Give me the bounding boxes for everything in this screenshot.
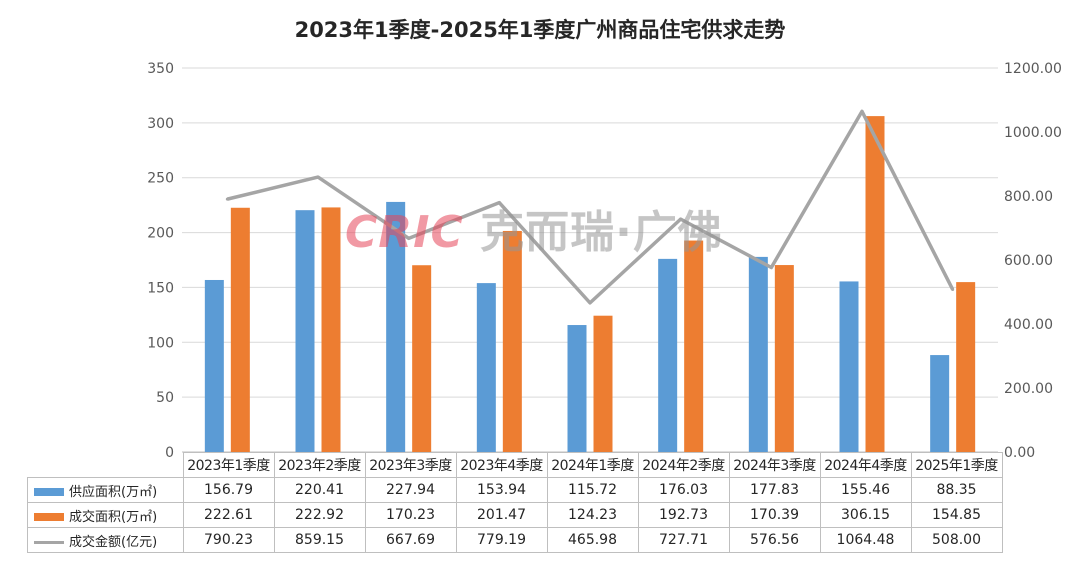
table-cell: 220.41 [273,477,366,503]
right-axis-tick-label: 0.00 [1004,445,1035,461]
right-axis-tick-label: 1200.00 [1004,61,1062,77]
table-cell: 859.15 [273,527,366,553]
table-cell: 222.61 [182,502,275,528]
right-axis-tick-label: 800.00 [1004,189,1053,205]
legend-entry: 成交金额(亿元) [27,527,184,553]
table-cell: 155.46 [819,477,912,503]
category-label: 2023年3季度 [364,452,457,478]
table-cell: 306.15 [819,502,912,528]
table-cell: 508.00 [910,527,1003,553]
category-label: 2024年3季度 [728,452,821,478]
category-label: 2023年4季度 [455,452,548,478]
deal-bar [684,240,704,452]
amount-line-point [588,301,592,305]
legend-label: 成交金额(亿元) [69,534,158,550]
table-cell: 170.23 [364,502,457,528]
table-cell: 790.23 [182,527,275,553]
data-table: 2023年1季度 2023年2季度 2023年3季度 2023年4季度 2024年1季度… [27,452,1003,553]
table-cell: 176.03 [637,477,730,503]
table-cell: 727.71 [637,527,730,553]
right-axis-tick-label: 400.00 [1004,317,1053,333]
deal-bar [412,265,432,452]
left-axis-tick-label: 300 [147,116,174,132]
table-cell: 576.56 [728,527,821,553]
amount-line-point [860,109,864,113]
deal-bar [502,230,522,452]
left-axis-tick-label: 50 [156,390,174,406]
left-axis-tick-label: 200 [147,226,174,242]
table-row: 成交面积(万㎡) 222.61 222.92 170.23 201.47 124.23 19… [27,502,1003,528]
legend-entry: 成交面积(万㎡) [27,502,184,528]
table-cell: 201.47 [455,502,548,528]
table-cell: 177.83 [728,477,821,503]
deal-bar [774,265,794,452]
table-cell: 156.79 [182,477,275,503]
right-axis-tick-label: 200.00 [1004,381,1053,397]
chart-title: 2023年1季度-2025年1季度广州商品住宅供求走势 [294,18,786,42]
amount-line-point [225,197,229,201]
amount-line-point [679,217,683,221]
legend-bar-key [34,513,64,521]
left-axis-tick-label: 250 [147,171,174,187]
table-row: 供应面积(万㎡) 156.79 220.41 227.94 153.94 115.72 17… [27,477,1003,503]
table-cell: 154.85 [910,502,1003,528]
supply-bar [658,258,678,452]
amount-line-point [769,266,773,270]
right-axis-tick-label: 1000.00 [1004,125,1062,141]
amount-line-point [497,201,501,205]
supply-bar [930,355,950,452]
supply-bar [839,281,859,452]
watermark-logo: CRIC 克而瑞·广佛 [345,207,723,258]
table-cell: 115.72 [546,477,639,503]
table-cell: 779.19 [455,527,548,553]
amount-line-point [407,236,411,240]
category-label: 2023年2季度 [273,452,366,478]
left-axis-tick-label: 150 [147,280,174,296]
deal-bar [230,207,250,452]
table-cell: 465.98 [546,527,639,553]
legend-entry: 供应面积(万㎡) [27,477,184,503]
legend-label: 供应面积(万㎡) [69,484,158,500]
category-label: 2024年2季度 [637,452,730,478]
deal-bar [321,207,341,452]
category-label: 2025年1季度 [910,452,1003,478]
table-corner [27,452,184,478]
table-cell: 170.39 [728,502,821,528]
deal-bar [956,282,976,452]
table-cell: 192.73 [637,502,730,528]
left-axis-tick-label: 100 [147,335,174,351]
supply-bar [204,279,224,452]
supply-bar [386,201,406,452]
table-cell: 153.94 [455,477,548,503]
amount-line-point [951,287,955,291]
left-axis-tick-label: 350 [147,61,174,77]
legend-label: 成交面积(万㎡) [69,509,158,525]
category-label: 2024年1季度 [546,452,639,478]
table-cell: 667.69 [364,527,457,553]
right-axis-tick-label: 600.00 [1004,253,1053,269]
supply-bar [295,210,315,452]
legend-bar-key [34,488,64,496]
supply-bar [567,325,587,452]
category-label: 2023年1季度 [182,452,275,478]
table-cell: 1064.48 [819,527,912,553]
table-cell: 222.92 [273,502,366,528]
supply-bar [476,283,496,452]
legend-line-key [34,540,64,544]
deal-bar [593,315,613,452]
supply-bar [748,256,768,452]
deal-bar [865,116,885,452]
table-cell: 124.23 [546,502,639,528]
amount-line-point [316,175,320,179]
table-header-row: 2023年1季度 2023年2季度 2023年3季度 2023年4季度 2024年1季度… [27,452,1003,478]
table-row: 成交金额(亿元) 790.23 859.15 667.69 779.19 465.98 72… [27,527,1003,553]
table-cell: 227.94 [364,477,457,503]
category-label: 2024年4季度 [819,452,912,478]
table-cell: 88.35 [910,477,1003,503]
